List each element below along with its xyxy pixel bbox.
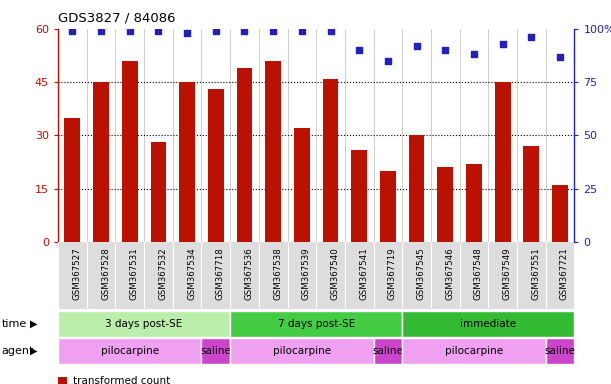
Text: pilocarpine: pilocarpine: [445, 346, 503, 356]
Text: GSM367538: GSM367538: [273, 247, 282, 300]
Text: GSM367528: GSM367528: [101, 247, 110, 300]
Point: [441, 47, 450, 53]
Text: GSM367532: GSM367532: [158, 247, 167, 300]
Text: ▶: ▶: [30, 319, 37, 329]
Text: saline: saline: [200, 346, 231, 356]
Bar: [437, 167, 453, 242]
Bar: [65, 118, 80, 242]
Point: [67, 28, 77, 34]
Text: 7 days post-SE: 7 days post-SE: [277, 319, 355, 329]
Text: saline: saline: [544, 346, 576, 356]
Text: GSM367541: GSM367541: [359, 247, 368, 300]
Text: GSM367545: GSM367545: [417, 247, 426, 300]
Bar: [380, 171, 396, 242]
Text: GDS3827 / 84086: GDS3827 / 84086: [58, 12, 175, 25]
Bar: [265, 61, 281, 242]
Text: GSM367536: GSM367536: [244, 247, 254, 300]
Text: time: time: [2, 319, 27, 329]
Point: [326, 28, 335, 34]
Text: saline: saline: [373, 346, 403, 356]
Point: [96, 28, 106, 34]
Bar: [93, 82, 109, 242]
Point: [153, 28, 163, 34]
Point: [240, 28, 249, 34]
Bar: [351, 149, 367, 242]
Point: [211, 28, 221, 34]
Point: [297, 28, 307, 34]
Text: GSM367719: GSM367719: [388, 247, 397, 300]
Text: transformed count: transformed count: [73, 376, 170, 384]
Text: GSM367549: GSM367549: [503, 247, 511, 300]
Point: [527, 34, 536, 40]
Point: [469, 51, 479, 58]
Text: GSM367546: GSM367546: [445, 247, 454, 300]
Text: GSM367718: GSM367718: [216, 247, 225, 300]
Text: GSM367721: GSM367721: [560, 247, 569, 300]
Bar: [150, 142, 166, 242]
Text: pilocarpine: pilocarpine: [101, 346, 159, 356]
Bar: [524, 146, 539, 242]
Point: [125, 28, 134, 34]
Bar: [466, 164, 482, 242]
Text: GSM367531: GSM367531: [130, 247, 139, 300]
Point: [383, 58, 393, 64]
Text: agent: agent: [2, 346, 34, 356]
Text: 3 days post-SE: 3 days post-SE: [106, 319, 183, 329]
Bar: [409, 136, 425, 242]
Bar: [236, 68, 252, 242]
Point: [268, 28, 278, 34]
Point: [555, 53, 565, 60]
Text: GSM367540: GSM367540: [331, 247, 340, 300]
Text: GSM367534: GSM367534: [187, 247, 196, 300]
Point: [354, 47, 364, 53]
Bar: [122, 61, 137, 242]
Bar: [552, 185, 568, 242]
Point: [498, 41, 508, 47]
Text: GSM367548: GSM367548: [474, 247, 483, 300]
Text: ▶: ▶: [30, 346, 37, 356]
Point: [412, 43, 422, 49]
Bar: [323, 78, 338, 242]
Bar: [179, 82, 195, 242]
Point: [182, 30, 192, 36]
Bar: [495, 82, 511, 242]
Bar: [208, 89, 224, 242]
Text: GSM367539: GSM367539: [302, 247, 311, 300]
Text: immediate: immediate: [460, 319, 516, 329]
Bar: [294, 128, 310, 242]
Text: GSM367551: GSM367551: [532, 247, 540, 300]
Text: pilocarpine: pilocarpine: [273, 346, 331, 356]
Text: GSM367527: GSM367527: [72, 247, 81, 300]
